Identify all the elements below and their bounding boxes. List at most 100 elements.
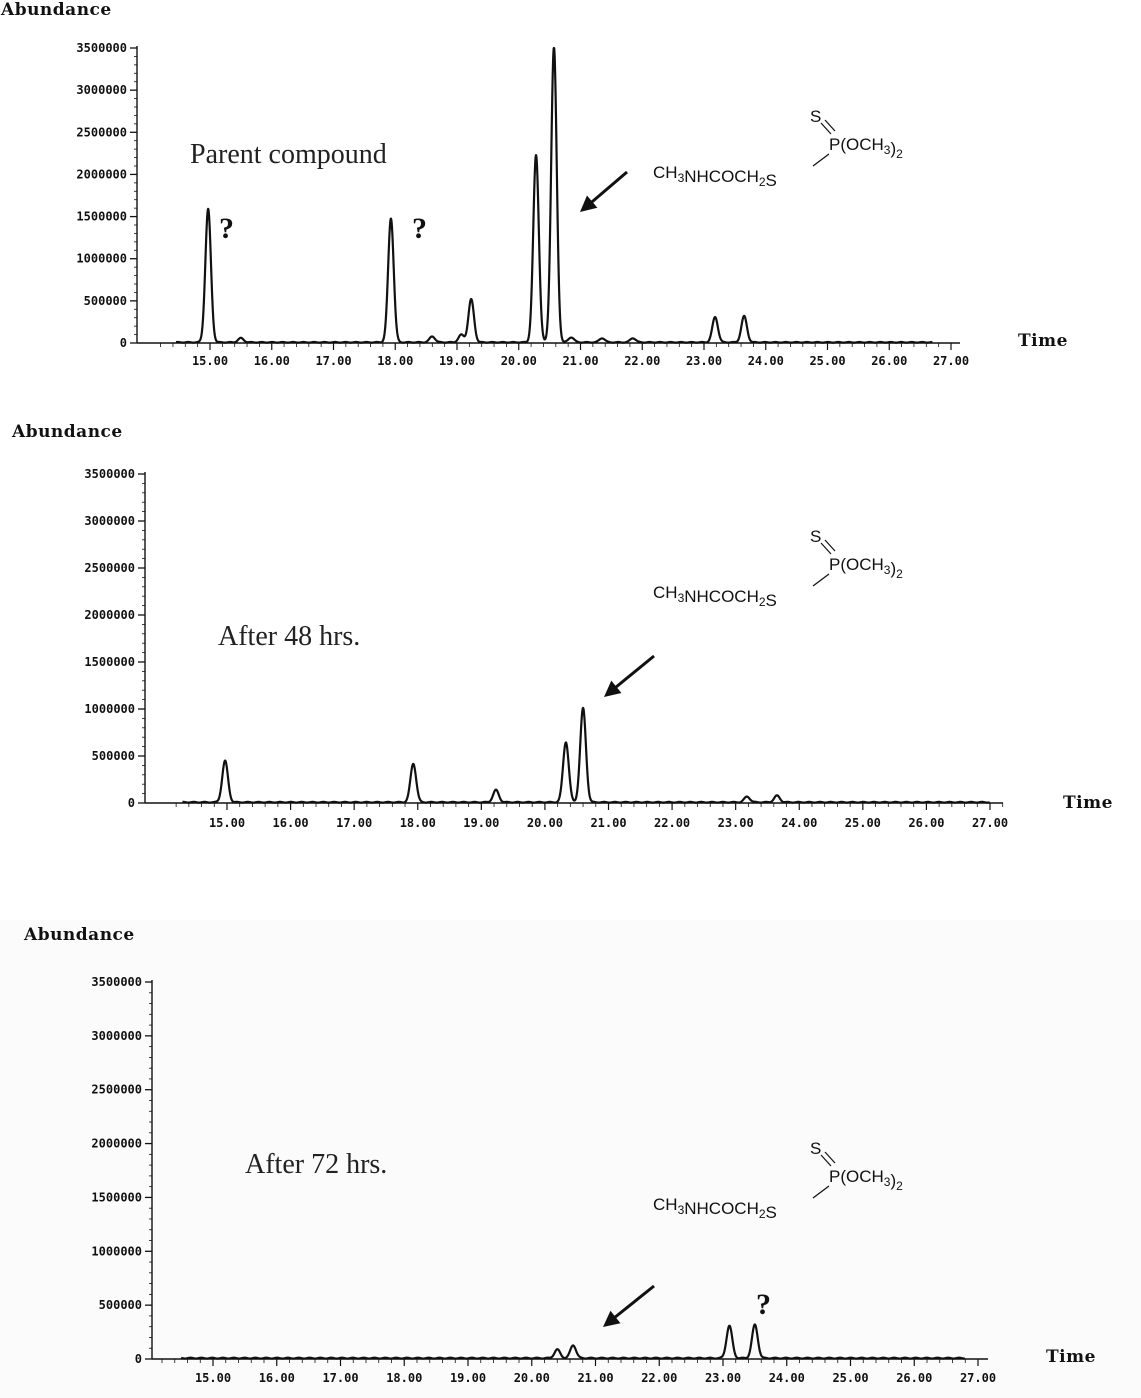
chromatogram-panel-1: Abundance Time 3500000 3000000 2500000 200000… — [0, 0, 1068, 368]
x-tick-label: 18.00 — [386, 1371, 422, 1385]
chemical-structure: CH3NHCOCH2S P(OCH3)2 S — [653, 1139, 903, 1222]
y-tick-label: 3000000 — [91, 1029, 142, 1043]
y-axis-title: Abundance — [0, 0, 112, 20]
unknown-peak-marker: ? — [219, 212, 234, 245]
structure-sulfur-label: S — [810, 1139, 821, 1158]
x-tick-label: 26.00 — [871, 354, 907, 368]
y-tick-label: 2000000 — [91, 1137, 142, 1151]
x-tick-label: 19.00 — [439, 354, 475, 368]
structure-double-bond — [820, 122, 832, 135]
y-tick-label: 2000000 — [76, 167, 127, 181]
y-tick-label: 1500000 — [91, 1190, 142, 1204]
y-tick-label: 1000000 — [91, 1244, 142, 1258]
x-tick-label: 27.00 — [933, 354, 969, 368]
x-tick-label: 16.00 — [254, 354, 290, 368]
y-tick-label: 3500000 — [91, 975, 142, 989]
y-tick-label: 1500000 — [76, 210, 127, 224]
arrow-head — [604, 680, 622, 697]
x-tick-label: 26.00 — [908, 816, 944, 830]
x-tick-label: 24.00 — [748, 354, 784, 368]
y-tick-label: 3500000 — [76, 41, 127, 55]
y-tick-label: 1000000 — [84, 702, 135, 716]
y-axis-title: Abundance — [11, 422, 123, 442]
structure-phosphate-label: P(OCH3)2 — [829, 1167, 903, 1193]
x-tick-label: 15.00 — [195, 1371, 231, 1385]
x-tick-label: 23.00 — [718, 816, 754, 830]
x-tick-label: 18.00 — [377, 354, 413, 368]
x-tick-label: 20.00 — [514, 1371, 550, 1385]
panel-background — [0, 920, 1141, 1398]
structure-sulfur-label: S — [810, 527, 821, 546]
y-tick-label: 0 — [120, 336, 127, 350]
chromatogram-panel-3: Abundance Time 3500000 3000000 2500000 200000… — [0, 920, 1141, 1398]
structure-bond — [812, 153, 830, 167]
y-tick-label: 2500000 — [84, 561, 135, 575]
x-tick-label: 16.00 — [273, 816, 309, 830]
x-axis-title: Time — [1063, 793, 1113, 813]
x-tick-label: 17.00 — [315, 354, 351, 368]
structure-chain-label: CH3NHCOCH2S — [653, 163, 777, 190]
chromatogram-trace — [175, 46, 934, 344]
x-tick-label: 16.00 — [259, 1371, 295, 1385]
structure-chain-label: CH3NHCOCH2S — [653, 1195, 777, 1222]
x-tick-label: 25.00 — [809, 354, 845, 368]
x-tick-label: 25.00 — [832, 1371, 868, 1385]
arrow-head — [603, 1310, 621, 1327]
x-tick-label: 22.00 — [641, 1371, 677, 1385]
chemical-structure: CH3NHCOCH2S P(OCH3)2 S — [653, 107, 903, 190]
chromatogram-trace — [180, 1323, 966, 1360]
panel-annotation: After 48 hrs. — [218, 621, 360, 652]
y-axis-title: Abundance — [23, 925, 135, 945]
structure-double-bond — [820, 542, 832, 555]
structure-bond — [812, 573, 830, 587]
x-tick-label: 18.00 — [400, 816, 436, 830]
chromatogram-trace — [181, 706, 991, 804]
x-axis-title: Time — [1018, 331, 1068, 351]
arrow-shaft — [608, 1284, 655, 1324]
x-tick-label: 22.00 — [654, 816, 690, 830]
structure-double-bond — [824, 539, 836, 552]
x-tick-label: 22.00 — [624, 354, 660, 368]
y-tick-label: 500000 — [99, 1298, 142, 1312]
y-tick-label: 0 — [135, 1352, 142, 1366]
structure-phosphate-label: P(OCH3)2 — [829, 135, 903, 161]
panel-annotation: Parent compound — [190, 139, 387, 170]
unknown-peak-marker: ? — [412, 212, 427, 245]
arrow-head — [580, 195, 598, 212]
x-tick-label: 15.00 — [209, 816, 245, 830]
x-tick-label: 21.00 — [590, 816, 626, 830]
y-tick-label: 1000000 — [76, 252, 127, 266]
panel-annotation: After 72 hrs. — [245, 1149, 387, 1180]
y-tick-label: 1500000 — [84, 655, 135, 669]
x-tick-label: 24.00 — [781, 816, 817, 830]
x-tick-label: 23.00 — [686, 354, 722, 368]
y-tick-label: 500000 — [92, 749, 135, 763]
x-tick-label: 19.00 — [450, 1371, 486, 1385]
x-tick-label: 15.00 — [192, 354, 228, 368]
y-tick-label: 3000000 — [76, 83, 127, 97]
structure-phosphate-label: P(OCH3)2 — [829, 555, 903, 581]
y-tick-label: 2500000 — [91, 1083, 142, 1097]
y-tick-label: 3500000 — [84, 467, 135, 481]
x-tick-label: 24.00 — [769, 1371, 805, 1385]
x-tick-label: 17.00 — [336, 816, 372, 830]
arrow-shaft — [609, 654, 655, 694]
x-tick-label: 19.00 — [463, 816, 499, 830]
structure-chain-label: CH3NHCOCH2S — [653, 583, 777, 610]
x-tick-label: 21.00 — [577, 1371, 613, 1385]
structure-double-bond — [820, 1154, 832, 1167]
structure-double-bond — [824, 1151, 836, 1164]
y-tick-label: 3000000 — [84, 514, 135, 528]
x-tick-label: 23.00 — [705, 1371, 741, 1385]
chemical-structure: CH3NHCOCH2S P(OCH3)2 S — [653, 527, 903, 610]
x-tick-label: 20.00 — [527, 816, 563, 830]
y-tick-label: 2500000 — [76, 125, 127, 139]
structure-double-bond — [824, 119, 836, 132]
structure-bond — [812, 1185, 830, 1199]
x-tick-label: 25.00 — [845, 816, 881, 830]
x-tick-label: 26.00 — [896, 1371, 932, 1385]
x-tick-label: 20.00 — [501, 354, 537, 368]
chromatogram-panel-2: Abundance Time 3500000 3000000 2500000 200000… — [11, 422, 1113, 830]
x-tick-label: 17.00 — [322, 1371, 358, 1385]
